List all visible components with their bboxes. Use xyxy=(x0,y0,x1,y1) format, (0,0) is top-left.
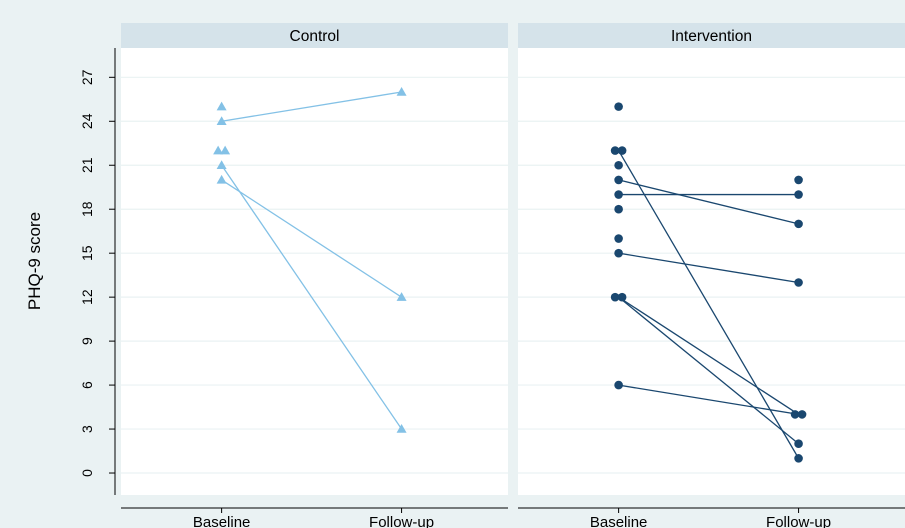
panel-1-point-5 xyxy=(614,190,623,199)
panel-1-point-11 xyxy=(614,380,623,390)
y-tick-label-7: 21 xyxy=(79,157,95,173)
panel-0-header xyxy=(121,23,508,48)
panel-0-point-3 xyxy=(220,145,231,155)
y-tick-label-1: 3 xyxy=(79,425,95,433)
panel-1-x-tick-label-0: Baseline xyxy=(590,514,648,528)
y-tick-label-2: 6 xyxy=(79,381,95,389)
panel-0-x-tick-label-1: Follow-up xyxy=(369,514,434,528)
panel-0-pair-line-0 xyxy=(221,91,402,122)
panel-0-point-8 xyxy=(396,424,407,433)
panel-1-point-18 xyxy=(794,439,803,449)
panel-1-x-tick-label-1: Follow-up xyxy=(766,514,831,528)
panel-0-pair-line-1 xyxy=(221,164,403,430)
panel-0-point-7 xyxy=(396,292,407,301)
panel-1-point-13 xyxy=(794,190,803,199)
panel-1-title: Intervention xyxy=(671,28,752,45)
y-tick-label-6: 18 xyxy=(79,201,95,217)
panel-1-point-4 xyxy=(614,175,623,185)
panel-1-pair-line-5 xyxy=(618,296,799,445)
panel-1-pair-line-1 xyxy=(618,179,799,225)
panel-1-pair-line-4 xyxy=(618,296,799,415)
panel-1-point-7 xyxy=(614,234,623,243)
y-tick-label-5: 15 xyxy=(79,245,95,261)
panel-0-point-6 xyxy=(396,86,407,96)
panel-1-pair-line-3 xyxy=(618,252,799,284)
panel-1-point-12 xyxy=(794,175,803,185)
panel-1-pair-line-0 xyxy=(618,150,800,459)
panel-1-point-16 xyxy=(790,410,800,419)
panel-1-pair-line-6 xyxy=(618,384,799,416)
panel-1-point-19 xyxy=(794,454,803,463)
panel-1-point-8 xyxy=(614,248,623,258)
panel-0-plot-area xyxy=(121,48,508,495)
panel-0-point-1 xyxy=(216,116,227,126)
panel-1-point-17 xyxy=(797,410,807,419)
y-axis-label: PHQ-9 score xyxy=(25,212,44,310)
y-tick-label-4: 12 xyxy=(79,289,95,305)
panel-1-point-15 xyxy=(794,278,803,287)
panel-0-x-tick-label-0: Baseline xyxy=(193,514,251,528)
panel-1-point-14 xyxy=(794,219,803,229)
panel-0-point-0 xyxy=(216,101,227,111)
panel-1-point-9 xyxy=(610,292,620,302)
panel-0-pair-line-2 xyxy=(221,179,402,298)
panel-1-plot-area xyxy=(518,48,905,495)
y-tick-label-0: 0 xyxy=(79,469,95,477)
y-tick-label-3: 9 xyxy=(79,337,95,345)
panel-1-header xyxy=(518,23,905,48)
panel-1-point-0 xyxy=(614,102,623,111)
panel-1-point-10 xyxy=(617,292,627,302)
y-tick-label-9: 27 xyxy=(79,69,95,85)
panel-0-title: Control xyxy=(290,28,340,45)
panel-0-point-4 xyxy=(216,160,227,169)
panel-0-point-2 xyxy=(213,145,224,155)
y-tick-label-8: 24 xyxy=(79,113,95,129)
panel-1-point-3 xyxy=(614,160,623,170)
panel-1-point-2 xyxy=(617,146,627,155)
panel-1-point-1 xyxy=(610,146,620,155)
panel-1-point-6 xyxy=(614,204,623,214)
panel-0-point-5 xyxy=(216,174,227,184)
